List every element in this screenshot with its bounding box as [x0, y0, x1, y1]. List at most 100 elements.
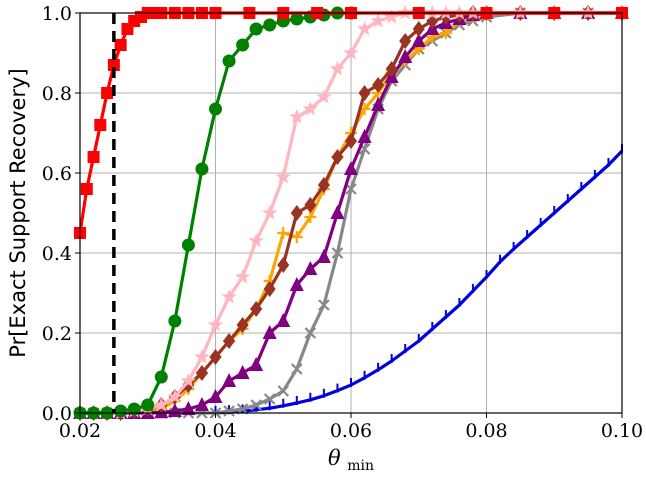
series-6-point-13 — [249, 22, 263, 36]
series-3-point-12 — [235, 365, 250, 379]
series-3-point-22 — [371, 97, 386, 111]
y-tick-label-3: 0.6 — [42, 163, 72, 185]
x-axis-label-subscript: min — [347, 458, 374, 474]
series-4-point-18 — [317, 177, 330, 193]
series-5-point-21 — [356, 21, 373, 36]
series-3-point-25 — [411, 33, 426, 47]
series-1-point-17 — [304, 327, 317, 339]
series-1-point-20 — [345, 183, 357, 195]
series-4-point-24 — [399, 33, 412, 49]
series-5-point-15 — [275, 169, 291, 184]
series-4-point-11 — [223, 333, 236, 349]
series-2-point-15 — [277, 227, 290, 239]
series-3-point-16 — [289, 277, 304, 291]
series-5-point-8 — [180, 373, 197, 388]
x-tick-label-4: 0.10 — [601, 420, 643, 442]
series-6-point-16 — [290, 12, 304, 26]
series-3-point-20 — [344, 161, 358, 175]
series-4-point-9 — [195, 365, 208, 381]
x-tick-label-3: 0.08 — [465, 420, 507, 442]
series-6-point-12 — [236, 38, 250, 52]
series-6 — [73, 6, 358, 420]
series-1-point-14 — [263, 393, 276, 405]
series-3-point-14 — [262, 325, 277, 339]
series-3-point-21 — [357, 129, 372, 143]
series-7-point-5 — [107, 59, 120, 71]
series-4-point-10 — [209, 349, 222, 365]
series-3-point-13 — [249, 357, 264, 371]
series-3-point-19 — [330, 205, 345, 219]
y-axis-label: Pr[Exact Support Recovery] — [6, 68, 30, 357]
series-5-point-17 — [302, 101, 318, 116]
series-5-point-11 — [221, 289, 237, 304]
y-tick-label-0: 0.0 — [42, 403, 72, 425]
series-1-point-18 — [318, 299, 330, 311]
y-tick-label-1: 0.2 — [42, 323, 72, 345]
series-6-point-8 — [181, 238, 195, 252]
series-3-point-9 — [194, 397, 209, 411]
series-4-point-15 — [277, 257, 290, 273]
series-6-point-7 — [168, 314, 182, 328]
series-4-point-16 — [290, 205, 303, 221]
series-5-point-23 — [384, 9, 400, 24]
series-4-point-17 — [304, 197, 317, 213]
series-6-point-4 — [127, 402, 141, 416]
series-1-point-16 — [291, 363, 303, 375]
series-1-point-11 — [223, 405, 235, 417]
series-4-point-22 — [372, 77, 385, 93]
series-3-point-17 — [303, 261, 318, 275]
tick-layer: 0.02 0.04 0.06 0.08 0.10 0.0 0.2 0.4 0.6 0.8 1.0 — [42, 3, 643, 442]
y-tick-label-2: 0.4 — [42, 243, 72, 265]
series-5-point-6 — [153, 397, 169, 412]
series-4-point-19 — [331, 149, 344, 165]
series-1-point-13 — [250, 399, 262, 411]
series-6-point-10 — [209, 102, 222, 116]
series-5-point-20 — [343, 45, 359, 60]
series-4-point-23 — [385, 61, 398, 77]
x-tick-label-1: 0.04 — [194, 420, 236, 442]
series-6-point-11 — [222, 54, 236, 68]
series-5-point-13 — [248, 233, 264, 248]
series-5-point-12 — [234, 269, 251, 284]
series-2-point-16 — [290, 231, 303, 243]
series-1-point-12 — [236, 403, 249, 415]
x-tick-label-2: 0.06 — [330, 420, 372, 442]
series-5-point-18 — [316, 89, 332, 104]
series-5-point-7 — [167, 389, 183, 404]
series-3-point-11 — [222, 373, 237, 387]
series-6-point-3 — [114, 404, 128, 418]
series-4-point-21 — [358, 85, 371, 101]
series-3-point-10 — [208, 389, 223, 403]
series-4-point-14 — [263, 281, 276, 297]
series-1-point-19 — [331, 247, 344, 259]
series-3-point-18 — [316, 249, 331, 263]
series-6-point-6 — [154, 370, 168, 384]
series-6-point-9 — [195, 162, 209, 176]
series-5-point-10 — [207, 317, 224, 332]
series-0-line — [215, 149, 624, 415]
y-tick-label-5: 1.0 — [42, 3, 72, 25]
series-6-point-5 — [141, 398, 155, 412]
y-tick-label-4: 0.8 — [42, 83, 72, 105]
series-7-point-1 — [80, 183, 93, 195]
series-1-point-15 — [277, 385, 290, 397]
series-6-point-14 — [263, 18, 277, 32]
series-3-point-8 — [181, 401, 196, 415]
x-axis-label-symbol: θ — [328, 446, 341, 470]
series-5-point-9 — [194, 349, 210, 364]
series-4-point-20 — [345, 133, 357, 149]
grid-layer — [79, 12, 623, 414]
series-3-point-24 — [398, 49, 413, 63]
series-5-point-19 — [329, 61, 346, 76]
series-5-point-22 — [370, 13, 386, 28]
series-7-point-2 — [87, 151, 100, 163]
series-4-point-12 — [236, 317, 249, 333]
series-5-point-16 — [289, 109, 305, 124]
series-4-point-13 — [250, 301, 263, 317]
series-5-point-14 — [262, 205, 278, 220]
series-3-point-15 — [276, 313, 291, 327]
x-tick-label-0: 0.02 — [59, 420, 101, 442]
series-7-point-4 — [101, 87, 114, 99]
